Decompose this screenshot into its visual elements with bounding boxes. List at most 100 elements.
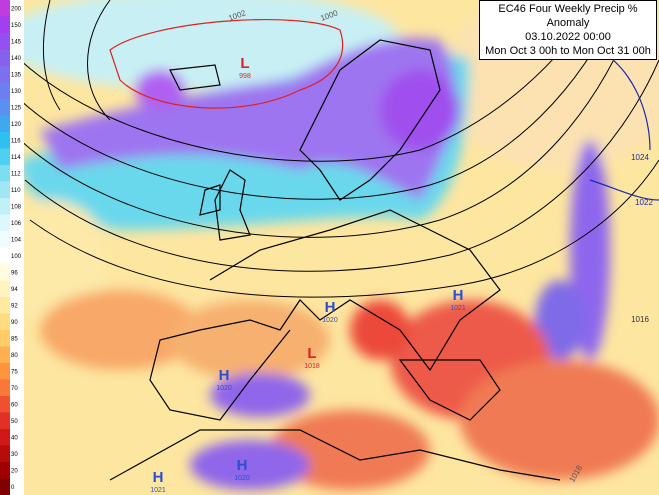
colorbar-label-bg — [10, 99, 24, 116]
colorbar-swatch — [0, 33, 10, 50]
colorbar-swatch — [0, 429, 10, 446]
colorbar-swatch — [0, 99, 10, 116]
colorbar-label: 94 — [11, 287, 18, 293]
pressure-letter: L — [307, 345, 316, 362]
colorbar-swatch — [0, 0, 10, 17]
colorbar-label: 140 — [11, 56, 22, 62]
colorbar-label-bg — [10, 181, 24, 199]
colorbar-label: 70 — [11, 386, 18, 392]
colorbar-label: 200 — [11, 6, 22, 12]
colorbar-label-bg — [10, 16, 24, 34]
colorbar-label-bg — [10, 66, 24, 83]
pressure-letter: H — [453, 287, 464, 304]
colorbar-swatch — [0, 115, 10, 133]
colorbar-swatch — [0, 346, 10, 364]
pressure-letter: H — [153, 469, 164, 486]
colorbar-label: 110 — [11, 188, 21, 194]
colorbar-label: 120 — [11, 122, 22, 128]
colorbar-swatch — [0, 165, 10, 182]
colorbar-label: 0 — [11, 485, 15, 491]
colorbar-swatch — [0, 148, 10, 166]
colorbar-label-bg — [10, 231, 24, 248]
colorbar-swatch — [0, 231, 10, 248]
colorbar-label: 80 — [11, 353, 18, 359]
colorbar-label: 116 — [11, 138, 21, 144]
isobar-label: 1022 — [635, 198, 653, 207]
colorbar-label: 60 — [11, 402, 18, 408]
colorbar-label-bg — [10, 462, 24, 479]
pressure-value: 1020 — [216, 385, 232, 392]
colorbar-label: 100 — [11, 254, 22, 260]
colorbar-label-bg — [10, 280, 24, 298]
colorbar-label-bg — [10, 198, 24, 215]
colorbar-swatch — [0, 462, 10, 479]
colorbar-label-bg — [10, 247, 24, 265]
colorbar-label: 92 — [11, 303, 18, 309]
colorbar-label: 40 — [11, 435, 18, 441]
colorbar-label: 125 — [11, 105, 22, 111]
colorbar-label-bg — [10, 297, 24, 314]
colorbar-label: 114 — [11, 155, 21, 161]
colorbar-label: 85 — [11, 336, 18, 342]
title-line: 03.10.2022 00:00 — [525, 31, 611, 43]
colorbar-swatch — [0, 313, 10, 331]
colorbar-swatch — [0, 16, 10, 34]
colorbar-swatch — [0, 66, 10, 83]
colorbar-label: 106 — [11, 221, 22, 227]
colorbar-swatch — [0, 396, 10, 413]
colorbar-label: 135 — [11, 72, 22, 78]
colorbar-label: 108 — [11, 204, 22, 210]
colorbar-swatch — [0, 214, 10, 232]
colorbar-swatch — [0, 132, 10, 149]
colorbar-label: 145 — [11, 39, 22, 45]
isobar-label: 1016 — [631, 315, 649, 324]
colorbar-label: 30 — [11, 452, 18, 458]
colorbar-label-bg — [10, 412, 24, 430]
isobars — [19, 0, 659, 298]
colorbar-label-bg — [10, 214, 24, 232]
colorbar-label-bg — [10, 0, 24, 17]
colorbar-label-bg — [10, 346, 24, 364]
pressure-letter: H — [219, 367, 230, 384]
title-line: EC46 Four Weekly Precip % Anomaly — [498, 3, 638, 29]
pressure-letter: H — [325, 299, 336, 316]
pressure-letter: L — [240, 55, 249, 72]
colorbar-swatch — [0, 280, 10, 298]
colorbar-swatch — [0, 363, 10, 380]
colorbar-label-bg — [10, 115, 24, 133]
colorbar-label: 50 — [11, 419, 18, 425]
colorbar-label: 75 — [11, 369, 18, 375]
colorbar-swatch — [0, 379, 10, 397]
isobar-label: 1024 — [631, 153, 649, 162]
pressure-value: 1021 — [450, 305, 466, 312]
colorbar-label-bg — [10, 429, 24, 446]
colorbar-label-bg — [10, 396, 24, 413]
low-contour — [109, 19, 344, 109]
pressure-value: 998 — [239, 73, 251, 80]
pressure-value: 1018 — [304, 363, 320, 370]
colorbar-label-bg — [10, 33, 24, 50]
colorbar-label-bg — [10, 49, 24, 67]
colorbar-label-bg — [10, 363, 24, 380]
colorbar-swatch — [0, 478, 10, 495]
colorbar-swatch — [0, 264, 10, 281]
colorbar-label-bg — [10, 445, 24, 463]
colorbar-label-bg — [10, 313, 24, 331]
colorbar-swatch — [0, 82, 10, 100]
colorbar-swatch — [0, 445, 10, 463]
colorbar-label: 150 — [11, 23, 22, 29]
pressure-value: 1020 — [322, 317, 338, 324]
colorbar-label: 112 — [11, 171, 21, 177]
colorbar-swatch — [0, 49, 10, 67]
pressure-letter: H — [237, 457, 248, 474]
colorbar-label-bg — [10, 165, 24, 182]
colorbar-label-bg — [10, 264, 24, 281]
title-line: Mon Oct 3 00h to Mon Oct 31 00h — [485, 45, 651, 57]
colorbar-label: 90 — [11, 320, 18, 326]
colorbar-swatch — [0, 181, 10, 199]
colorbar-label-bg — [10, 379, 24, 397]
colorbar-swatch — [0, 297, 10, 314]
